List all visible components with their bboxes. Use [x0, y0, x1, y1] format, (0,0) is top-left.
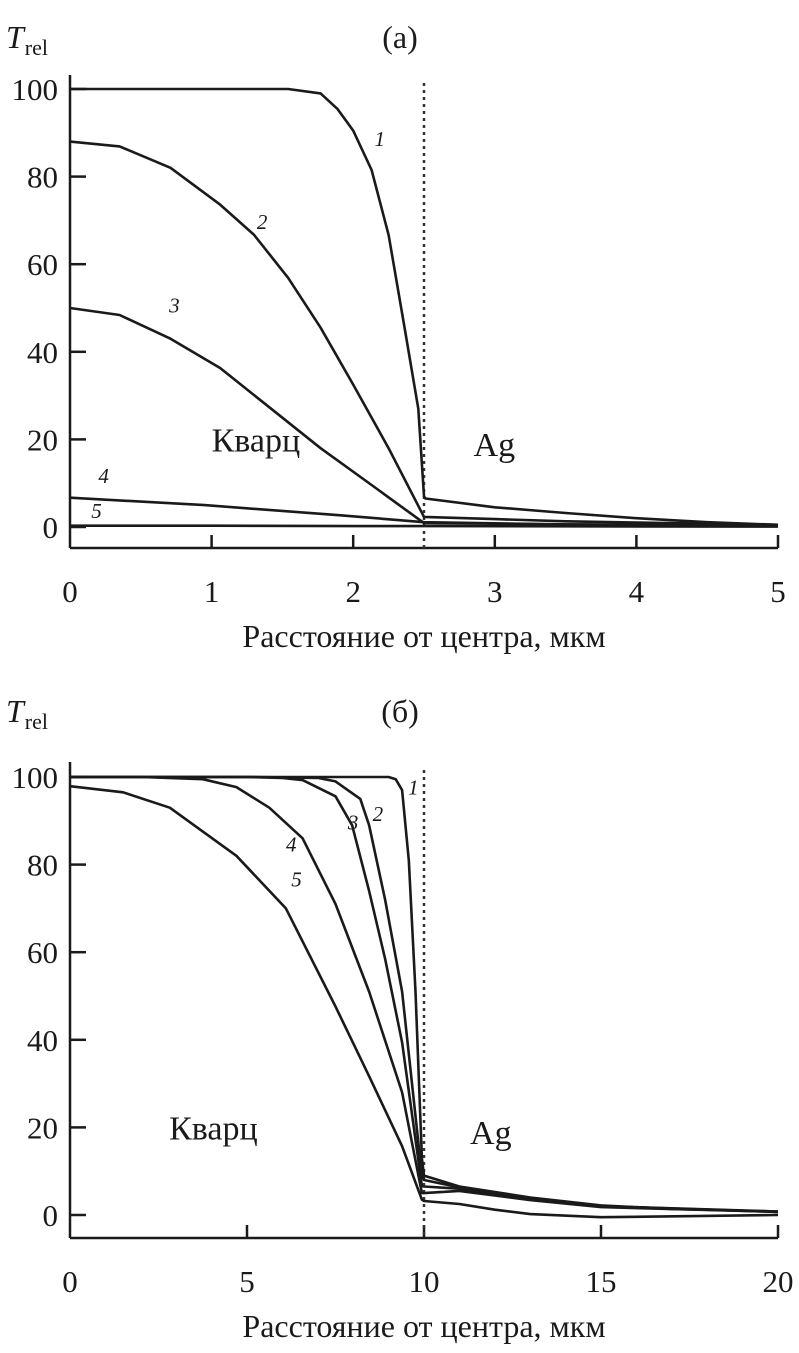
series-line-4	[70, 775, 779, 1214]
y-axis-label: Trel	[6, 693, 48, 734]
y-tick-label: 100	[12, 760, 59, 795]
x-tick-label: 15	[586, 1264, 617, 1299]
y-tick-label: 0	[43, 510, 59, 545]
series-line-3	[70, 775, 779, 1214]
series-label-2: 2	[373, 802, 384, 826]
region-label: Кварц	[212, 422, 301, 459]
y-tick-label: 20	[27, 422, 58, 457]
x-axis-label: Расстояние от центра, мкм	[242, 618, 605, 654]
series-label-5: 5	[91, 499, 102, 523]
y-tick-label: 40	[27, 335, 58, 370]
series-line-5	[70, 524, 779, 528]
series-line-1	[70, 87, 779, 527]
chart-panel-a: 0 20 40 60 80 100 0 1 2 3 4 5 Trel (а) Расстояние от ц…	[6, 19, 786, 654]
series-line-4	[69, 496, 779, 527]
y-tick-label: 80	[27, 160, 58, 195]
series-label-4: 4	[98, 464, 109, 488]
region-label: Ag	[470, 1115, 512, 1152]
y-axis-label-sub: rel	[25, 709, 48, 734]
x-tick-label: 2	[345, 574, 361, 609]
region-label: Ag	[474, 427, 516, 464]
y-tick-label: 100	[12, 72, 59, 107]
x-axis-label: Расстояние от центра, мкм	[242, 1308, 605, 1344]
x-tick-label: 20	[763, 1264, 794, 1299]
y-tick-label: 20	[27, 1110, 58, 1145]
series-label-1: 1	[408, 776, 419, 800]
x-tick-label: 10	[409, 1264, 440, 1299]
region-label: Кварц	[169, 1110, 258, 1147]
series-label-3: 3	[347, 811, 359, 835]
y-axis-label-main: T	[6, 693, 26, 729]
x-tick-label: 5	[239, 1264, 255, 1299]
y-tick-label: 40	[27, 1023, 58, 1058]
panel-title: (а)	[382, 19, 418, 55]
y-axis-label: Trel	[6, 19, 48, 60]
x-tick-label: 1	[204, 574, 220, 609]
series-label-2: 2	[257, 210, 268, 234]
series-label-1: 1	[374, 127, 385, 151]
y-axis-label-main: T	[6, 19, 26, 55]
series-label-5: 5	[291, 868, 302, 892]
series-line-2	[69, 140, 779, 527]
series-line-5	[69, 784, 779, 1219]
y-tick-label: 60	[27, 935, 58, 970]
series-label-4: 4	[286, 832, 297, 856]
y-tick-label: 0	[43, 1198, 59, 1233]
y-axis-label-sub: rel	[25, 35, 48, 60]
x-tick-label: 5	[770, 574, 786, 609]
x-tick-label: 0	[62, 574, 78, 609]
y-tick-label: 80	[27, 848, 58, 883]
x-tick-label: 3	[487, 574, 503, 609]
panel-title: (б)	[381, 693, 419, 729]
x-tick-label: 4	[629, 574, 645, 609]
x-tick-label: 0	[62, 1264, 78, 1299]
series-label-3: 3	[168, 293, 180, 317]
y-tick-label: 60	[27, 247, 58, 282]
